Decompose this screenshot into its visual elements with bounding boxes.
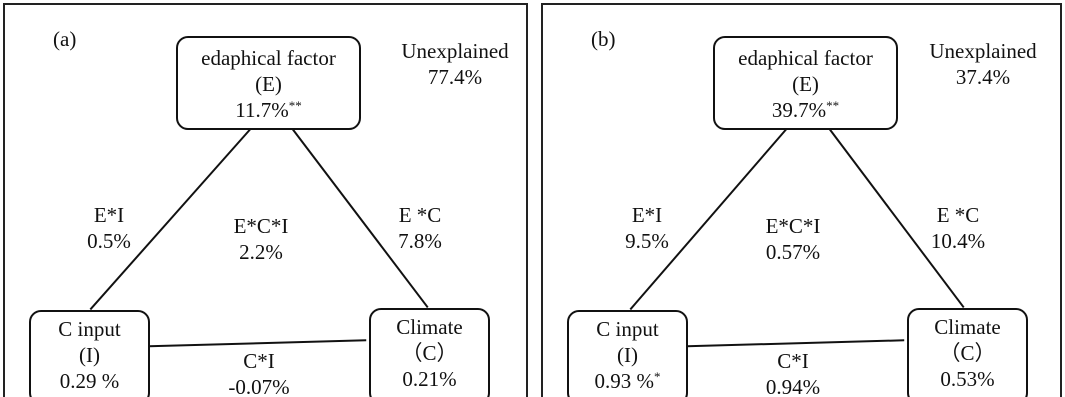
line-i-c (686, 339, 905, 348)
climate-box: Climate （C） 0.21% (369, 308, 490, 397)
line-e-c (828, 128, 965, 309)
ec-value: 7.8% (398, 229, 442, 253)
eci-value: 2.2% (239, 240, 283, 264)
c-input-box: C input (I) 0.93 %* (567, 310, 688, 397)
eci-label: E*C*I (765, 214, 821, 238)
c-input-label: C input (596, 317, 659, 341)
eci-value: 0.57% (765, 240, 821, 264)
unexplained-label: Unexplained (401, 39, 509, 63)
ci-label: C*I (243, 349, 275, 373)
c-input-value: 0.93 % (594, 369, 655, 393)
edaphic-value: 39.7% (771, 98, 827, 122)
ei-block: E*I 9.5% (607, 202, 687, 254)
ci-value: 0.94% (765, 375, 821, 397)
edaphic-value-line: 11.7%** (178, 97, 359, 123)
ei-block: E*I 0.5% (69, 202, 149, 254)
unexplained-label: Unexplained (929, 39, 1037, 63)
ei-label: E*I (93, 203, 125, 227)
panel-letter: (a) (53, 27, 77, 51)
unexplained-block: Unexplained 37.4% (923, 38, 1043, 90)
unexplained-block: Unexplained 77.4% (395, 38, 515, 90)
ec-label: E *C (398, 203, 442, 227)
ei-value: 9.5% (625, 229, 669, 253)
edaphic-factor-box: edaphical factor (E) 39.7%** (713, 36, 898, 130)
ci-label: C*I (777, 349, 809, 373)
ei-value: 0.5% (87, 229, 131, 253)
line-e-c (292, 128, 429, 309)
unexplained-value: 77.4% (427, 65, 483, 89)
panel-a: (a) edaphical factor (E) 11.7%** Unexpla… (3, 3, 528, 397)
edaphic-value: 11.7% (235, 98, 289, 122)
climate-value: 0.53% (940, 367, 995, 391)
line-e-i (89, 128, 251, 311)
c-input-box: C input (I) 0.29 % (29, 310, 150, 397)
connector-lines (89, 128, 429, 348)
ci-value: -0.07% (228, 375, 290, 397)
edaphic-symbol: (E) (792, 72, 819, 96)
connector-lines (629, 128, 965, 348)
line-e-i (629, 128, 787, 311)
c-input-significance: * (654, 369, 661, 384)
edaphic-value-line: 39.7%** (715, 97, 896, 123)
climate-label: Climate (396, 315, 463, 339)
ci-block: C*I -0.07% (209, 348, 309, 397)
edaphic-factor-box: edaphical factor (E) 11.7%** (176, 36, 361, 130)
ci-block: C*I 0.94% (743, 348, 843, 397)
ec-label: E *C (936, 203, 980, 227)
unexplained-value: 37.4% (955, 65, 1011, 89)
c-input-label: C input (58, 317, 121, 341)
climate-symbol: （C） (939, 341, 996, 365)
eci-label: E*C*I (233, 214, 289, 238)
line-i-c (148, 339, 367, 348)
edaphic-symbol: (E) (255, 72, 282, 96)
climate-label: Climate (934, 315, 1001, 339)
climate-box: Climate （C） 0.53% (907, 308, 1028, 397)
panel-letter: (b) (591, 27, 616, 51)
edaphic-label: edaphical factor (201, 46, 336, 70)
ec-value: 10.4% (930, 229, 986, 253)
edaphic-significance: ** (288, 98, 302, 113)
eci-block: E*C*I 2.2% (211, 213, 311, 265)
edaphic-significance: ** (826, 98, 840, 113)
c-input-value: 0.29 % (59, 369, 120, 393)
c-input-symbol: (I) (79, 343, 100, 367)
c-input-value-line: 0.93 %* (569, 368, 686, 394)
ec-block: E *C 7.8% (375, 202, 465, 254)
panel-b: (b) edaphical factor (E) 39.7%** Unexpla… (541, 3, 1062, 397)
c-input-symbol: (I) (617, 343, 638, 367)
ec-block: E *C 10.4% (913, 202, 1003, 254)
edaphic-label: edaphical factor (738, 46, 873, 70)
ei-label: E*I (631, 203, 663, 227)
climate-value: 0.21% (402, 367, 457, 391)
eci-block: E*C*I 0.57% (743, 213, 843, 265)
c-input-value-line: 0.29 % (31, 368, 148, 394)
climate-symbol: （C） (401, 341, 458, 365)
